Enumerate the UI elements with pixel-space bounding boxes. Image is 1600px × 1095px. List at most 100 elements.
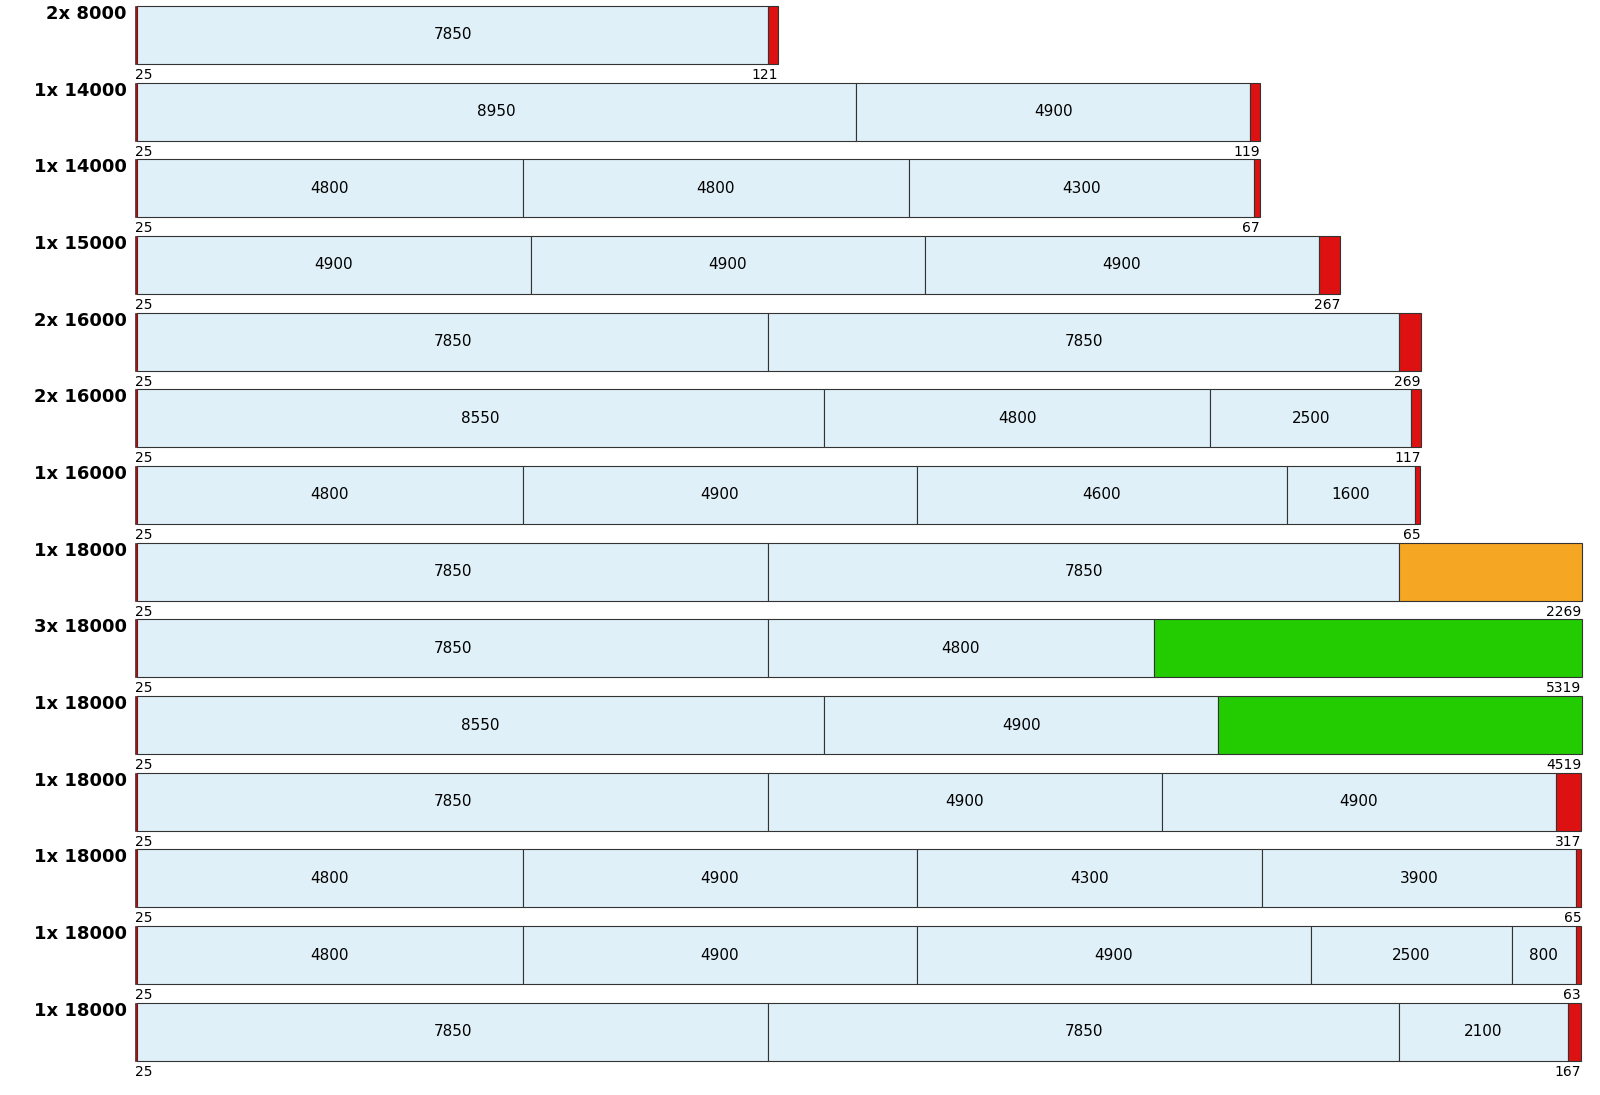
Bar [1398,1003,1568,1061]
Bar [138,5,768,64]
Bar [138,313,768,371]
Text: 25: 25 [134,988,152,1002]
Text: 2269: 2269 [1546,604,1581,619]
Text: 4800: 4800 [942,641,981,656]
Bar [1414,466,1421,525]
Text: 25: 25 [134,834,152,849]
Bar [824,390,1210,448]
Bar [134,313,138,371]
Text: 25: 25 [134,221,152,235]
Text: 7850: 7850 [434,794,472,809]
Bar [768,543,1398,601]
Bar [824,696,1218,754]
Bar [1262,850,1576,908]
Text: 65: 65 [1563,911,1581,925]
Bar [1254,160,1259,217]
Text: 7850: 7850 [1064,1024,1102,1039]
Text: 1600: 1600 [1331,487,1370,503]
Bar [1555,773,1581,831]
Bar [138,696,824,754]
Text: 65: 65 [1403,528,1421,542]
Bar [138,237,531,293]
Text: 7850: 7850 [434,334,472,349]
Bar [768,773,1162,831]
Text: 4900: 4900 [1002,717,1040,733]
Bar [1162,773,1555,831]
Text: 4900: 4900 [1102,257,1141,273]
Text: 4800: 4800 [310,487,349,503]
Text: 4900: 4900 [1094,947,1133,963]
Bar [856,82,1250,140]
Bar [523,926,917,984]
Bar [138,466,523,525]
Text: 4800: 4800 [696,181,734,196]
Text: 1x 14000: 1x 14000 [34,159,126,176]
Bar [134,237,138,293]
Text: 7850: 7850 [434,27,472,43]
Text: 67: 67 [1242,221,1259,235]
Bar [1250,82,1259,140]
Text: 121: 121 [752,68,778,82]
Text: 167: 167 [1555,1064,1581,1079]
Text: 4300: 4300 [1070,871,1109,886]
Text: 63: 63 [1563,988,1581,1002]
Bar [134,390,138,448]
Text: 25: 25 [134,758,152,772]
Text: 1x 18000: 1x 18000 [34,1002,126,1019]
Bar [138,620,768,678]
Bar [768,620,1154,678]
Text: 4600: 4600 [1082,487,1122,503]
Bar [1218,696,1581,754]
Bar [134,773,138,831]
Bar [925,237,1318,293]
Bar [134,620,138,678]
Bar [1576,850,1581,908]
Text: 25: 25 [134,681,152,695]
Text: 2500: 2500 [1291,411,1330,426]
Text: 3900: 3900 [1400,871,1438,886]
Text: 25: 25 [134,374,152,389]
Bar [917,850,1262,908]
Text: 4900: 4900 [315,257,354,273]
Text: 2x 16000: 2x 16000 [34,389,126,406]
Text: 4900: 4900 [1339,794,1378,809]
Bar [917,466,1286,525]
Text: 317: 317 [1555,834,1581,849]
Text: 800: 800 [1530,947,1558,963]
Text: 25: 25 [134,604,152,619]
Text: 2x 16000: 2x 16000 [34,312,126,330]
Text: 25: 25 [134,451,152,465]
Bar [138,850,523,908]
Bar [138,773,768,831]
Bar [138,160,523,217]
Bar [1512,926,1576,984]
Bar [134,82,138,140]
Bar [531,237,925,293]
Text: 1x 16000: 1x 16000 [34,465,126,483]
Bar [1286,466,1414,525]
Text: 5319: 5319 [1546,681,1581,695]
Bar [134,850,138,908]
Bar [1576,926,1581,984]
Text: 8950: 8950 [477,104,517,119]
Text: 7850: 7850 [1064,564,1102,579]
Text: 4800: 4800 [310,871,349,886]
Bar [768,5,778,64]
Bar [1318,237,1341,293]
Bar [138,1003,768,1061]
Text: 119: 119 [1234,145,1259,159]
Bar [917,926,1310,984]
Bar [134,696,138,754]
Bar [138,926,523,984]
Bar [134,543,138,601]
Text: 1x 18000: 1x 18000 [34,695,126,713]
Text: 4900: 4900 [1034,104,1072,119]
Bar [134,160,138,217]
Bar [134,466,138,525]
Bar [523,466,917,525]
Text: 25: 25 [134,911,152,925]
Bar [1411,390,1421,448]
Text: 4800: 4800 [310,947,349,963]
Bar [523,160,909,217]
Bar [138,82,856,140]
